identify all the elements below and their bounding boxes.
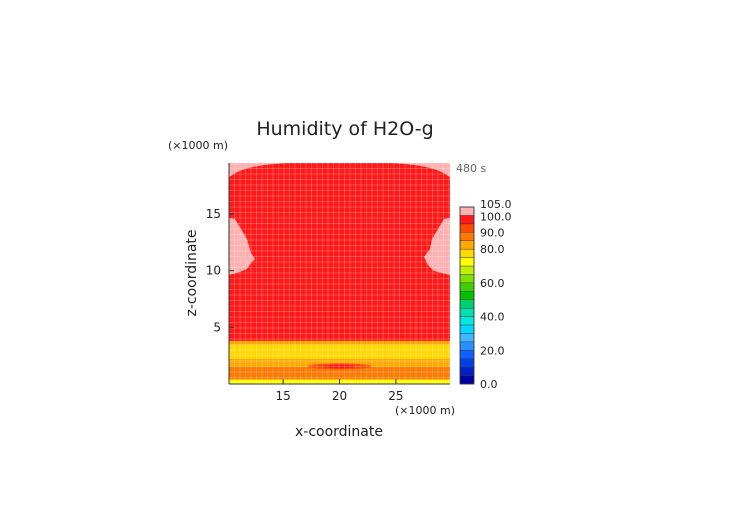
- field-right-lobe: [424, 218, 450, 275]
- x-tick-label: 20: [332, 389, 347, 403]
- y-tick-label: 10: [206, 264, 221, 278]
- chart-title: Humidity of H2O-g: [256, 118, 433, 140]
- colorbar-swatch: [459, 341, 475, 351]
- y-tick-label: 5: [213, 320, 221, 334]
- field-top-left-corner: [229, 163, 289, 177]
- x-tick-label: 15: [275, 389, 290, 403]
- colorbar-swatch: [459, 366, 475, 376]
- colorbar-swatch: [459, 206, 475, 216]
- colorbar-swatch: [459, 358, 475, 368]
- y-axis-label: z-coordinate: [184, 229, 200, 316]
- colorbar-label: 0.0: [480, 378, 498, 391]
- colorbar-swatch: [459, 215, 475, 225]
- field-left-lobe: [229, 218, 255, 275]
- colorbar-label: 60.0: [480, 277, 505, 290]
- colorbar-swatch: [459, 223, 475, 233]
- colorbar-swatch: [459, 240, 475, 250]
- colorbar-label: 80.0: [480, 243, 505, 256]
- colorbar-swatch: [459, 333, 475, 343]
- field-surface-layer-0: [229, 340, 450, 345]
- field-surface-layer-1: [229, 344, 450, 350]
- colorbar-swatch: [459, 375, 475, 385]
- colorbar-label: 20.0: [480, 344, 505, 357]
- field-surface-layer-3: [229, 359, 450, 367]
- colorbar-label: 100.0: [480, 210, 512, 223]
- field-core-inner: [323, 364, 356, 369]
- colorbar-swatch: [459, 316, 475, 326]
- colorbar-swatch: [459, 232, 475, 241]
- x-axis-label: x-coordinate: [295, 424, 383, 440]
- colorbar-label: 40.0: [480, 311, 505, 324]
- colorbar-swatch: [459, 257, 475, 267]
- time-label: 480 s: [456, 162, 486, 175]
- colorbar-swatch: [459, 274, 475, 284]
- x-tick-label: 25: [388, 389, 403, 403]
- field-top-right-corner: [390, 163, 450, 177]
- colorbar-swatch: [459, 265, 475, 275]
- field-surface-layer-4: [229, 367, 450, 380]
- colorbar-swatch: [459, 282, 475, 292]
- y-axis-unit: (×1000 m): [168, 139, 228, 152]
- colorbar-swatch: [459, 324, 475, 334]
- colorbar-swatch: [459, 299, 475, 309]
- x-axis-unit: (×1000 m): [395, 404, 455, 417]
- colorbar-swatch: [459, 350, 475, 359]
- colorbar-label: 105.0: [480, 198, 512, 211]
- plot-area: [229, 163, 450, 384]
- colorbar-frame: [459, 206, 475, 385]
- y-tick-label: 15: [206, 207, 221, 221]
- colorbar-swatch: [459, 248, 475, 258]
- field-layer: [229, 163, 450, 384]
- colorbar-label: 90.0: [480, 226, 505, 239]
- colorbar-swatch: [459, 307, 475, 317]
- colorbar-swatch: [459, 291, 475, 300]
- plot-axes: 15 20 25 5 10 15: [206, 163, 450, 403]
- field-surface-layer-2: [229, 350, 450, 360]
